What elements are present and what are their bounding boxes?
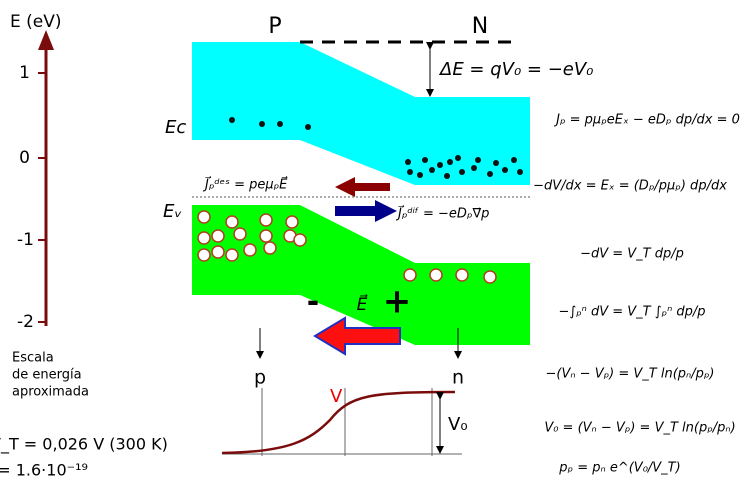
electron [493, 160, 499, 166]
electron [429, 167, 435, 173]
tick-label: -2 [17, 312, 34, 332]
equation: −dV = V_T dp/p [580, 247, 684, 262]
tick-label: 0 [19, 148, 30, 168]
n-label: N [472, 14, 488, 39]
ev-label: Eᵥ [163, 201, 182, 222]
electron [502, 167, 508, 173]
n-region: n [452, 367, 464, 389]
electron [475, 157, 481, 163]
equation: V₀ = (Vₙ − Vₚ) = V_T ln(pₚ/pₙ) [544, 421, 735, 436]
electron [459, 169, 465, 175]
field-label: E⃗ [357, 293, 368, 315]
hole [260, 214, 272, 226]
diagram: E (eV) 1 0 -1 -2 Escala de energía aprox… [0, 0, 752, 484]
caption: de energía [12, 368, 82, 383]
p-region: p [254, 367, 266, 389]
axis-arrow [38, 30, 54, 50]
hole [234, 228, 246, 240]
caption: aproximada [12, 385, 89, 400]
equation: −dV/dx = Eₓ = (Dₚ/pμₚ) dp/dx [533, 179, 727, 194]
electron [437, 162, 443, 168]
hole [226, 216, 238, 228]
minus-sign: - [307, 285, 319, 320]
caption: Escala [12, 351, 54, 366]
electron [471, 165, 477, 171]
hole [212, 230, 224, 242]
electron [417, 172, 423, 178]
hole [244, 244, 256, 256]
electron [517, 169, 523, 175]
electron [407, 169, 413, 175]
electron [422, 157, 428, 163]
electron [259, 121, 265, 127]
axis-label: E (eV) [10, 12, 62, 32]
hole [264, 242, 276, 254]
v-label: V [330, 386, 343, 407]
hole [404, 269, 416, 281]
delta-e: ΔE = qV₀ = −eV₀ [438, 59, 593, 80]
constant: V_T = 0,026 V (300 K) [0, 435, 168, 455]
hole [198, 249, 210, 261]
hole [456, 269, 468, 281]
valence-band [192, 205, 530, 345]
electron [447, 159, 453, 165]
hole [198, 232, 210, 244]
hole [260, 230, 272, 242]
diffusion-current: J⃗ₚᵈⁱᶠ = −eDₚ∇⃗p [395, 205, 489, 221]
hole [286, 216, 298, 228]
drift-arrow [335, 177, 390, 197]
tick-label: 1 [19, 63, 30, 83]
diffusion-arrow [335, 200, 397, 222]
equation: −(Vₙ − Vₚ) = V_T ln(pₙ/pₚ) [546, 367, 715, 382]
electron [487, 171, 493, 177]
electron [444, 173, 450, 179]
electron [511, 157, 517, 163]
electron [305, 124, 311, 130]
electron [277, 121, 283, 127]
electron [455, 155, 461, 161]
p-label: P [268, 14, 281, 39]
electron [229, 117, 235, 123]
electron [405, 159, 411, 165]
hole [294, 234, 306, 246]
constant: q = 1.6·10⁻¹⁹ [0, 461, 88, 480]
tick-label: -1 [17, 230, 34, 250]
plus-sign: + [383, 282, 412, 322]
hole [226, 249, 238, 261]
equation: Jₚ = pμₚeEₓ − eDₚ dp/dx = 0 [553, 113, 740, 128]
hole [430, 269, 442, 281]
hole [484, 271, 496, 283]
hole [212, 246, 224, 258]
drift-current: J⃗ₚᵈᵉˢ = peμₚE⃗ [202, 176, 288, 192]
ec-label: Eᴄ [165, 117, 186, 138]
equation: −∫ₚⁿ dV = V_T ∫ₚⁿ dp/p [558, 305, 705, 320]
equation: pₚ = pₙ e^(V₀/V_T) [558, 461, 680, 476]
hole [198, 211, 210, 223]
v0-label: V₀ [448, 414, 468, 435]
